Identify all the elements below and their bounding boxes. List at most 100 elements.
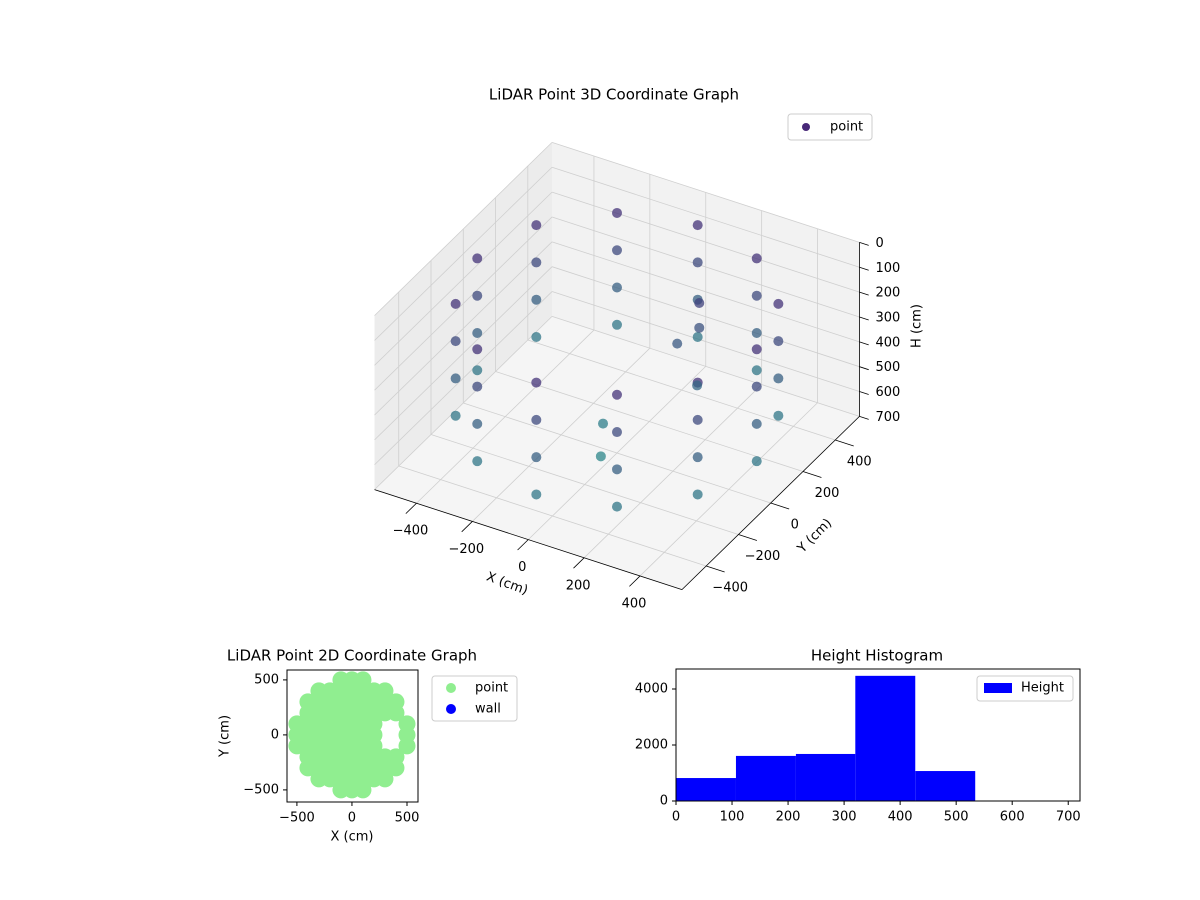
point (598, 418, 609, 429)
point (472, 456, 483, 467)
point (751, 456, 762, 467)
point (531, 377, 542, 388)
point (531, 220, 542, 231)
point (612, 501, 622, 512)
z-tick-label: 100 (875, 261, 900, 276)
legend-label: wall (475, 702, 501, 717)
bar (795, 753, 856, 801)
point (472, 418, 483, 429)
point (692, 220, 703, 231)
x-tick-label: 700 (1056, 810, 1081, 825)
grid-line (527, 339, 836, 441)
legend-box (787, 113, 873, 141)
x-tick-label: 400 (622, 596, 647, 611)
point (612, 245, 622, 256)
z-tick-label: 500 (875, 360, 900, 375)
x-tick-label: 200 (566, 578, 591, 593)
grid-line (374, 316, 553, 490)
point (450, 373, 461, 384)
point (751, 418, 762, 429)
point (595, 451, 606, 462)
legend-label: point (830, 120, 863, 135)
y-tick-label: 0 (791, 518, 799, 533)
tick-mark (859, 242, 869, 246)
point (773, 373, 784, 384)
legend-label: Height (1021, 681, 1064, 696)
legend-marker (984, 683, 1012, 693)
x-tick-label: 0 (348, 811, 356, 826)
tick-mark (859, 341, 869, 346)
point (672, 338, 683, 349)
plot-frame (286, 669, 419, 803)
grid-line (551, 166, 860, 268)
grid-line (374, 291, 553, 466)
point (692, 489, 703, 500)
bar (855, 675, 916, 801)
axis-line (374, 489, 683, 590)
y-tick-label: 0 (660, 794, 668, 809)
point (531, 331, 542, 342)
x-tick-label: −400 (393, 524, 429, 539)
x-tick-label: −500 (279, 811, 315, 826)
legend-box (976, 675, 1074, 702)
x-tick-label: 400 (888, 810, 913, 825)
y-tick-label: −200 (745, 549, 781, 564)
point (692, 331, 703, 342)
point (472, 344, 483, 355)
point (472, 381, 483, 392)
grid-line (495, 371, 804, 472)
grid-line (551, 291, 860, 392)
y-tick-label: 400 (847, 455, 872, 470)
tick-mark (770, 502, 790, 510)
tick-mark (859, 266, 869, 271)
point (472, 253, 483, 264)
y-tick-label: 500 (254, 672, 279, 687)
legend-marker (446, 704, 456, 714)
point (612, 427, 622, 438)
z-tick-label: 700 (875, 410, 900, 425)
x-axis-label: X (cm) (331, 830, 374, 845)
point (531, 489, 542, 500)
grid-line (374, 216, 553, 391)
point (773, 410, 784, 421)
z-tick-label: 300 (875, 310, 900, 325)
tick-mark (706, 565, 725, 573)
point (354, 781, 372, 799)
point (387, 759, 405, 777)
grid-line (551, 191, 860, 293)
tick-mark (859, 366, 869, 371)
bar (915, 771, 976, 801)
z-tick-label: 200 (875, 286, 900, 301)
x-tick-label: 300 (832, 810, 857, 825)
point (612, 319, 622, 330)
point (751, 365, 762, 376)
point (692, 380, 703, 391)
point (531, 414, 542, 425)
x-tick-label: 200 (776, 810, 801, 825)
bar (676, 778, 736, 801)
y-tick-label: 200 (815, 486, 840, 501)
y-axis-label: Y (cm) (794, 516, 835, 557)
plot-frame (675, 668, 1081, 802)
legend-marker (446, 683, 456, 693)
grid-line (374, 266, 553, 441)
grid-line (374, 191, 553, 366)
point (612, 464, 622, 475)
point (450, 410, 461, 421)
tick-mark (859, 416, 869, 420)
point (773, 298, 784, 309)
x-tick-label: 0 (518, 560, 526, 575)
axis-line (681, 416, 860, 590)
grid-line (551, 216, 860, 318)
point (751, 327, 762, 338)
tick-mark (405, 502, 417, 514)
x-tick-label: 0 (672, 810, 680, 825)
point (531, 452, 542, 463)
point (692, 414, 703, 425)
point (612, 207, 622, 218)
x-tick-label: 500 (944, 810, 969, 825)
point (612, 389, 622, 400)
x-tick-label: −200 (448, 542, 484, 557)
point (387, 704, 405, 722)
point (398, 737, 416, 755)
